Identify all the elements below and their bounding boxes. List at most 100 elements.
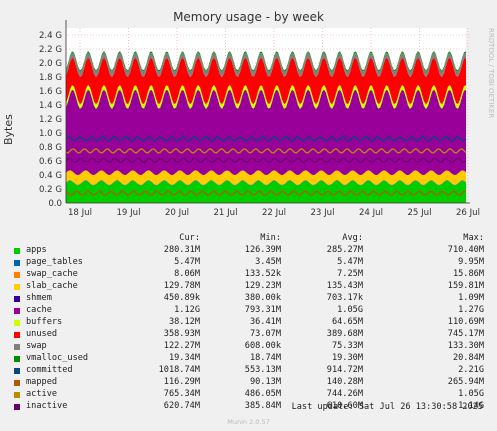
area-unused	[66, 57, 466, 105]
legend-header-avg: Avg:	[342, 233, 363, 243]
x-tick-label: 22 Jul	[262, 208, 286, 218]
legend-avg-value: 914.72M	[326, 365, 363, 375]
legend-min-value: 486.05M	[244, 389, 281, 399]
legend-swatch	[14, 284, 20, 290]
x-tick-label: 20 Jul	[165, 208, 189, 218]
y-tick-label: 2.0 G	[39, 59, 62, 69]
legend-min-value: 36.41M	[249, 317, 281, 327]
legend-cur-value: 620.74M	[163, 401, 200, 411]
legend-min-value: 133.52k	[244, 269, 281, 279]
legend-cur-value: 8.06M	[174, 269, 200, 279]
legend-max-value: 710.40M	[447, 245, 484, 255]
area-apps	[66, 180, 466, 203]
legend-cur-value: 129.78M	[163, 281, 200, 291]
area-buffers	[66, 84, 466, 109]
legend-label: active	[26, 389, 58, 399]
legend-label: apps	[26, 245, 47, 255]
area-slab_cache	[66, 170, 466, 185]
legend-swatch	[14, 296, 20, 302]
area-swap_cache	[66, 179, 466, 186]
legend-label: buffers	[26, 317, 63, 327]
x-tick-label: 18 Jul	[68, 208, 92, 218]
legend-label: vmalloc_used	[26, 353, 89, 363]
legend-max-value: 1.27G	[458, 305, 484, 315]
legend-min-value: 18.74M	[249, 353, 281, 363]
legend-label: inactive	[26, 401, 68, 411]
legend-max-value: 159.81M	[447, 281, 484, 291]
legend-avg-value: 75.33M	[331, 341, 363, 351]
legend-min-value: 793.31M	[244, 305, 281, 315]
legend-max-value: 110.69M	[447, 317, 484, 327]
y-tick-label: 0.8 G	[39, 143, 62, 153]
legend-swatch	[14, 308, 20, 314]
y-tick-label: 0.2 G	[39, 185, 62, 195]
y-tick-label: 1.4 G	[39, 101, 62, 111]
legend-header-cur: Cur:	[179, 233, 200, 243]
legend-avg-value: 744.26M	[326, 389, 363, 399]
legend-min-value: 380.00k	[244, 293, 281, 303]
legend-avg-value: 7.25M	[337, 269, 363, 279]
legend-avg-value: 703.17k	[326, 293, 363, 303]
chart-title: Memory usage - by week	[173, 10, 324, 24]
legend-swatch	[14, 404, 20, 410]
legend-avg-value: 610.60M	[326, 401, 363, 411]
legend-min-value: 553.13M	[244, 365, 281, 375]
x-tick-label: 19 Jul	[116, 208, 140, 218]
legend-max-value: 745.17M	[447, 329, 484, 339]
legend-label: cache	[26, 305, 52, 315]
y-tick-label: 1.6 G	[39, 87, 62, 97]
legend-max-value: 2.21G	[458, 365, 484, 375]
legend-label: slab_cache	[26, 281, 78, 291]
legend-row-unused: unused 358.93M 73.07M 389.68M 745.17M	[0, 329, 497, 341]
legend-min-value: 126.39M	[244, 245, 281, 255]
legend-label: mapped	[26, 377, 58, 387]
legend-cur-value: 1018.74M	[158, 365, 200, 375]
x-tick-label: 23 Jul	[310, 208, 334, 218]
legend-row-mapped: mapped 116.29M 90.13M 140.28M 265.94M	[0, 377, 497, 389]
x-tick-label: 25 Jul	[407, 208, 431, 218]
y-tick-label: 2.4 G	[39, 31, 62, 41]
legend-avg-value: 135.43M	[326, 281, 363, 291]
legend-max-value: 133.30M	[447, 341, 484, 351]
legend-max-value: 265.94M	[447, 377, 484, 387]
legend-row-slab_cache: slab_cache 129.78M 129.23M 135.43M 159.81M	[0, 281, 497, 293]
legend-swatch	[14, 272, 20, 278]
area-swap	[66, 52, 466, 78]
legend-row-cache: cache 1.12G 793.31M 1.05G 1.27G	[0, 305, 497, 317]
legend-row-apps: apps 280.31M 126.39M 285.27M 710.40M	[0, 245, 497, 257]
legend-min-value: 385.84M	[244, 401, 281, 411]
legend-swatch	[14, 344, 20, 350]
legend-avg-value: 389.68M	[326, 329, 363, 339]
legend-cur-value: 765.34M	[163, 389, 200, 399]
legend-max-value: 15.86M	[452, 269, 484, 279]
legend-label: swap	[26, 341, 47, 351]
legend-label: swap_cache	[26, 269, 78, 279]
legend-row-active: active 765.34M 486.05M 744.26M 1.05G	[0, 389, 497, 401]
legend-cur-value: 1.12G	[174, 305, 200, 315]
legend-cur-value: 280.31M	[163, 245, 200, 255]
legend-swatch	[14, 332, 20, 338]
legend-max-value: 1.09M	[458, 293, 484, 303]
legend-avg-value: 140.28M	[326, 377, 363, 387]
line-mapped	[65, 190, 466, 197]
y-tick-label: 0.0	[48, 199, 62, 209]
legend-cur-value: 116.29M	[163, 377, 200, 387]
y-tick-label: 1.0 G	[39, 129, 62, 139]
legend-swatch	[14, 392, 20, 398]
legend-row-vmalloc_used: vmalloc_used 19.34M 18.74M 19.30M 20.84M	[0, 353, 497, 365]
munin-version: Munin 2.0.57	[227, 418, 270, 426]
rrdtool-watermark: RRDTOOL / TOBI OETIKER	[487, 28, 495, 119]
legend-swatch	[14, 368, 20, 374]
legend-cur-value: 358.93M	[163, 329, 200, 339]
x-tick-label: 24 Jul	[359, 208, 383, 218]
legend-row-swap: swap 122.27M 608.00k 75.33M 133.30M	[0, 341, 497, 353]
line-committed	[65, 136, 467, 142]
legend-min-value: 608.00k	[244, 341, 281, 351]
legend-header: Cur: Min: Avg: Max:	[0, 233, 497, 245]
legend-min-value: 73.07M	[249, 329, 281, 339]
legend-max-value: 20.84M	[452, 353, 484, 363]
legend-max-value: 1.14G	[458, 401, 484, 411]
legend-max-value: 9.95M	[458, 257, 484, 267]
legend-avg-value: 1.05G	[337, 305, 363, 315]
